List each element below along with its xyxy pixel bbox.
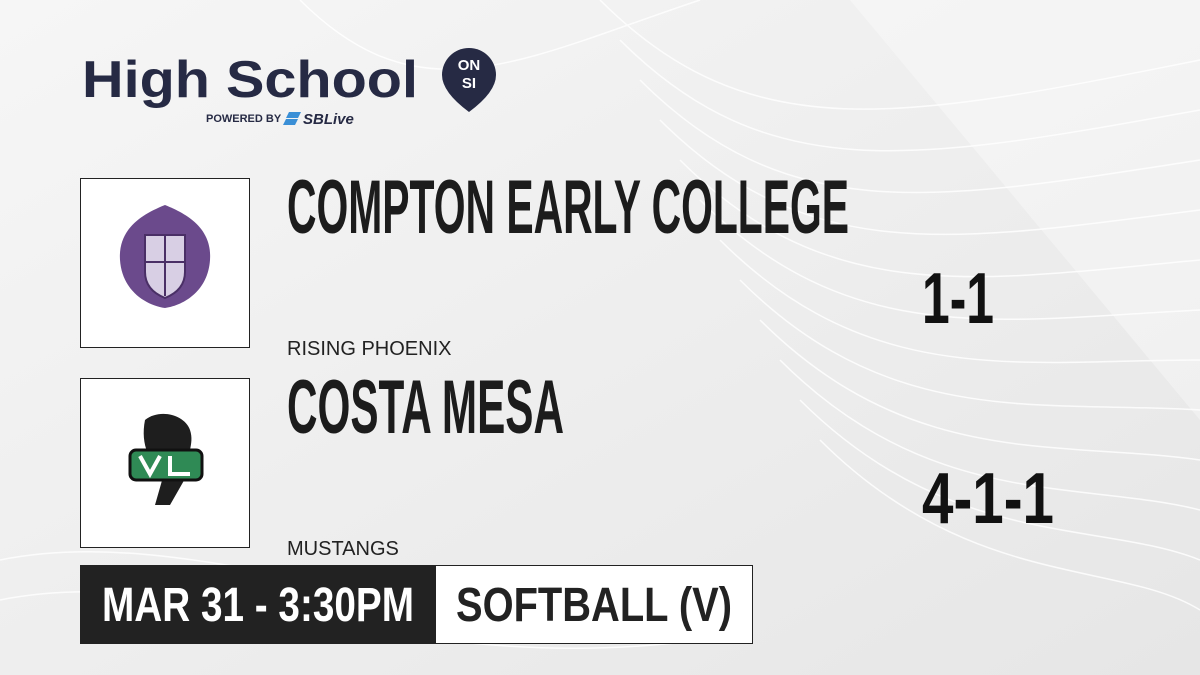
team-record: 1-1 <box>922 259 994 339</box>
datetime-box <box>80 565 435 644</box>
game-datetime: MAR 31 - 3:30PM <box>102 579 414 632</box>
team-mascot: RISING PHOENIX <box>287 338 451 360</box>
partner: SBLive <box>303 111 354 128</box>
brand-badge <box>442 48 496 112</box>
game-sport: SOFTBALL (V) <box>456 579 732 632</box>
powered-by: POWERED BY <box>206 113 282 125</box>
background-shape <box>850 0 1200 420</box>
brand-title: High School <box>82 51 418 109</box>
team-name: COMPTON EARLY COLLEGE <box>287 165 849 250</box>
team-record: 4-1-1 <box>922 459 1054 539</box>
team-logo <box>119 205 211 308</box>
brand-badge-top: ON <box>458 57 481 74</box>
team-logo <box>128 413 204 505</box>
brand-badge-bottom: SI <box>462 75 476 92</box>
sport-box <box>435 565 753 644</box>
team-name: COSTA MESA <box>287 365 564 450</box>
partner-mark <box>283 112 301 125</box>
team-mascot: MUSTANGS <box>287 538 399 560</box>
